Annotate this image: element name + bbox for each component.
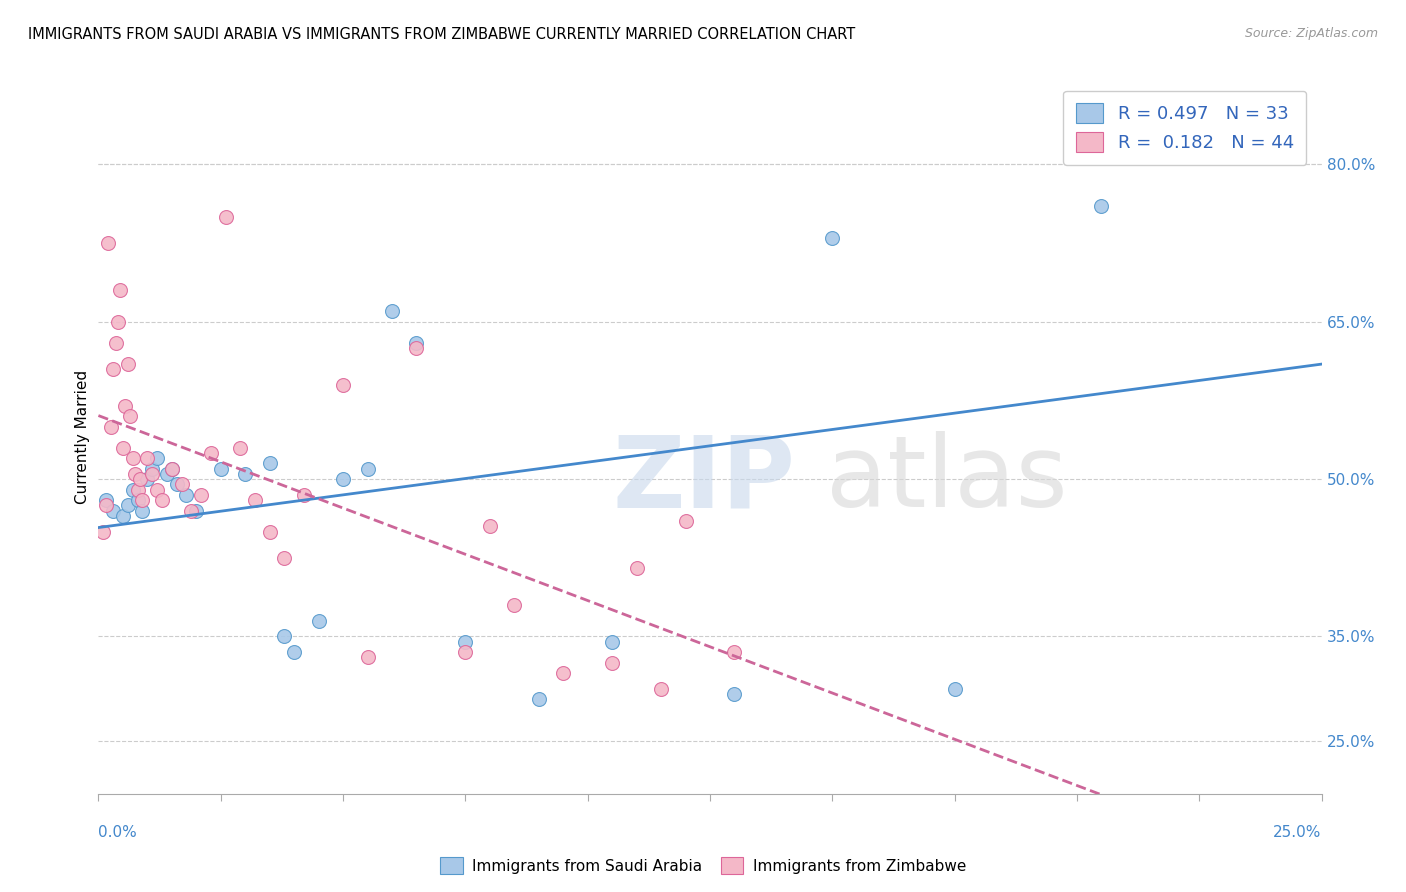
Text: Source: ZipAtlas.com: Source: ZipAtlas.com [1244, 27, 1378, 40]
Point [821, 230, 844, 244]
Point [454, 645, 477, 659]
Point [1286, 146, 1309, 161]
Legend: R = 0.497   N = 33, R =  0.182   N = 44: R = 0.497 N = 33, R = 0.182 N = 44 [1063, 91, 1306, 165]
Point [233, 467, 256, 481]
Point [332, 377, 354, 392]
Point [131, 503, 153, 517]
Point [454, 634, 477, 648]
Point [129, 472, 152, 486]
Point [124, 467, 146, 481]
Point [166, 477, 188, 491]
Point [600, 634, 623, 648]
Point [146, 451, 169, 466]
Point [259, 524, 281, 539]
Legend: Immigrants from Saudi Arabia, Immigrants from Zimbabwe: Immigrants from Saudi Arabia, Immigrants… [434, 851, 972, 880]
Point [405, 335, 427, 350]
Point [146, 483, 169, 497]
Text: 0.0%: 0.0% [98, 825, 138, 840]
Point [121, 483, 143, 497]
Point [120, 409, 142, 423]
Point [243, 493, 266, 508]
Point [91, 524, 114, 539]
Point [200, 446, 222, 460]
Point [259, 456, 281, 470]
Text: ZIP: ZIP [612, 432, 794, 528]
Point [107, 315, 129, 329]
Point [503, 598, 526, 612]
Point [141, 461, 163, 475]
Text: IMMIGRANTS FROM SAUDI ARABIA VS IMMIGRANTS FROM ZIMBABWE CURRENTLY MARRIED CORRE: IMMIGRANTS FROM SAUDI ARABIA VS IMMIGRAN… [28, 27, 855, 42]
Point [1090, 199, 1112, 213]
Point [381, 304, 404, 318]
Point [553, 666, 575, 681]
Point [117, 498, 139, 512]
Point [121, 451, 143, 466]
Point [111, 508, 134, 523]
Point [114, 399, 136, 413]
Point [723, 645, 745, 659]
Point [527, 692, 550, 706]
Point [626, 561, 648, 575]
Point [94, 493, 117, 508]
Point [141, 467, 163, 481]
Point [675, 514, 697, 528]
Point [111, 441, 134, 455]
Point [94, 498, 117, 512]
Point [190, 488, 212, 502]
Y-axis label: Currently Married: Currently Married [75, 370, 90, 504]
Point [186, 503, 208, 517]
Point [356, 461, 378, 475]
Point [127, 483, 149, 497]
Point [478, 519, 501, 533]
Point [180, 503, 202, 517]
Point [127, 493, 149, 508]
Point [150, 493, 173, 508]
Point [308, 614, 330, 628]
Text: 25.0%: 25.0% [1274, 825, 1322, 840]
Point [176, 488, 198, 502]
Point [131, 493, 153, 508]
Point [170, 477, 193, 491]
Point [136, 451, 159, 466]
Text: atlas: atlas [827, 432, 1069, 528]
Point [273, 550, 295, 565]
Point [332, 472, 354, 486]
Point [209, 461, 232, 475]
Point [110, 283, 132, 297]
Point [292, 488, 315, 502]
Point [600, 656, 623, 670]
Point [160, 461, 183, 475]
Point [117, 357, 139, 371]
Point [650, 681, 672, 696]
Point [356, 650, 378, 665]
Point [723, 687, 745, 701]
Point [283, 645, 305, 659]
Point [101, 362, 124, 376]
Point [273, 630, 295, 644]
Point [214, 210, 236, 224]
Point [405, 341, 427, 355]
Point [943, 681, 966, 696]
Point [104, 335, 127, 350]
Point [136, 472, 159, 486]
Point [97, 235, 120, 250]
Point [229, 441, 252, 455]
Point [100, 419, 122, 434]
Point [160, 461, 183, 475]
Point [101, 503, 124, 517]
Point [156, 467, 179, 481]
